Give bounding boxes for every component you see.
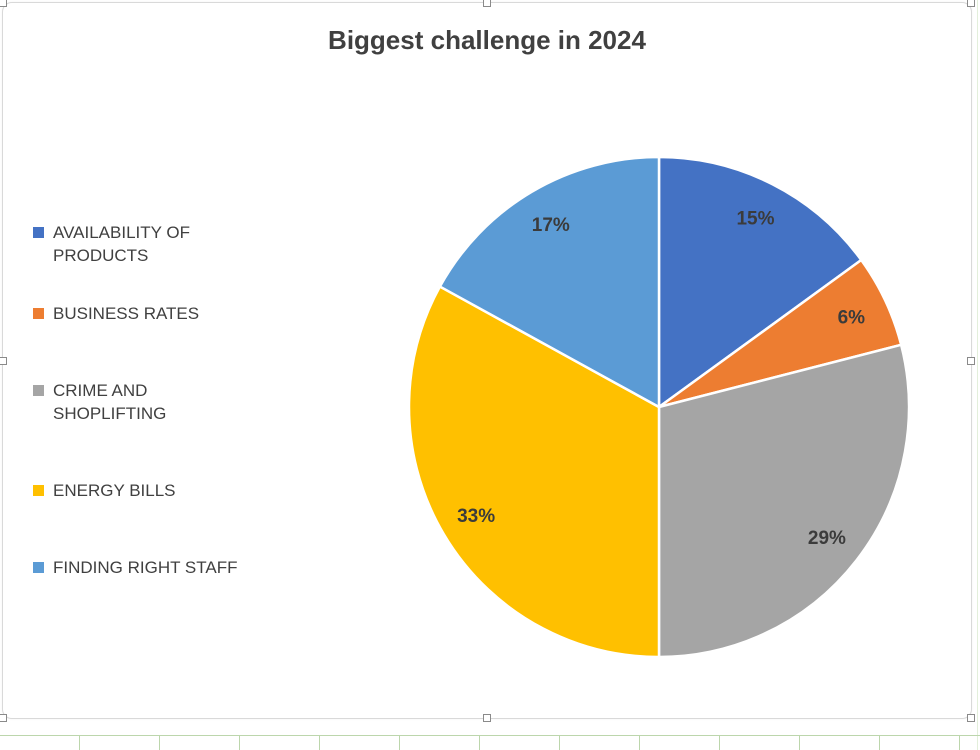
legend-swatch-icon [33, 308, 44, 319]
legend: AVAILABILITY OF PRODUCTS BUSINESS RATES CR… [33, 221, 273, 633]
selection-handle-top-center[interactable] [483, 0, 491, 7]
pie-slice-energy-bills[interactable] [407, 285, 661, 659]
legend-item-crime-and-shoplifting[interactable]: CRIME AND SHOPLIFTING [33, 379, 265, 425]
pie-slice-finding-right-staff[interactable] [438, 155, 661, 409]
selection-handle-middle-right[interactable] [967, 356, 975, 365]
legend-swatch-icon [33, 562, 44, 573]
selection-handle-bottom-left[interactable] [0, 714, 7, 722]
legend-swatch-icon [33, 485, 44, 496]
legend-item-availability-of-products[interactable]: AVAILABILITY OF PRODUCTS [33, 221, 265, 267]
legend-label: AVAILABILITY OF PRODUCTS [53, 223, 190, 265]
selection-handle-middle-left[interactable] [0, 356, 7, 365]
legend-label: FINDING RIGHT STAFF [53, 558, 238, 577]
selection-handle-top-right[interactable] [967, 0, 975, 7]
pie-plot[interactable]: 15% 6% 29% 33% 17% [399, 147, 919, 667]
pie-slice-availability-of-products[interactable] [657, 155, 863, 409]
data-label-crime-and-shoplifting[interactable]: 29% [808, 528, 846, 549]
pie-slice-crime-and-shoplifting[interactable] [657, 343, 911, 659]
data-label-availability-of-products[interactable]: 15% [736, 209, 774, 230]
legend-item-finding-right-staff[interactable]: FINDING RIGHT STAFF [33, 556, 265, 579]
worksheet-column-edge [977, 0, 978, 750]
legend-label: CRIME AND SHOPLIFTING [53, 381, 167, 423]
chart-title[interactable]: Biggest challenge in 2024 [328, 25, 646, 55]
data-label-energy-bills[interactable]: 33% [457, 506, 495, 527]
legend-swatch-icon [33, 227, 44, 238]
selection-handle-top-left[interactable] [0, 0, 7, 7]
chart-area[interactable]: Biggest challenge in 2024 AVAILABILITY O… [0, 0, 975, 722]
selection-handle-bottom-right[interactable] [967, 714, 975, 722]
legend-item-business-rates[interactable]: BUSINESS RATES [33, 302, 265, 325]
legend-label: ENERGY BILLS [53, 481, 176, 500]
legend-swatch-icon [33, 385, 44, 396]
selection-handle-bottom-center[interactable] [483, 714, 491, 722]
legend-item-energy-bills[interactable]: ENERGY BILLS [33, 479, 265, 502]
data-label-finding-right-staff[interactable]: 17% [532, 215, 570, 236]
data-label-business-rates[interactable]: 6% [838, 308, 866, 329]
worksheet-gridlines [0, 735, 980, 750]
legend-label: BUSINESS RATES [53, 304, 200, 323]
